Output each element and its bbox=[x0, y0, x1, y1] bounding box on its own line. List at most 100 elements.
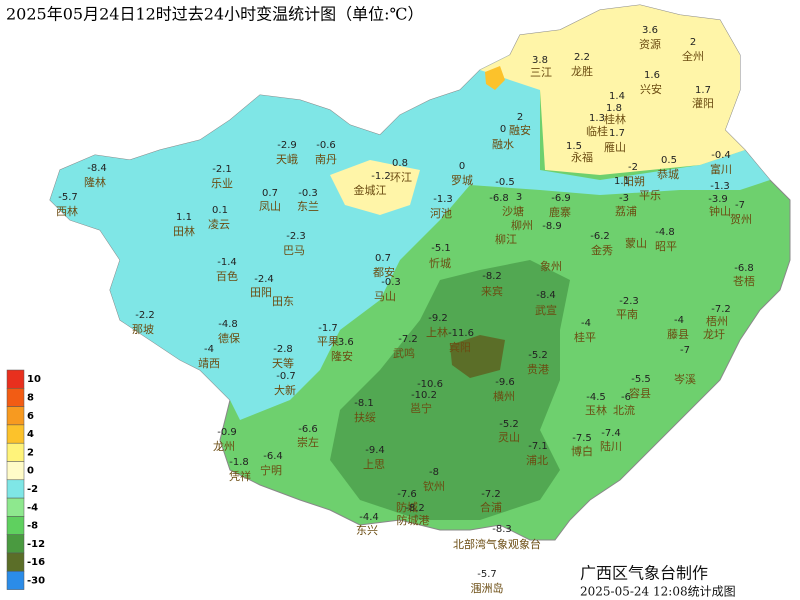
temp-change: 1.1 bbox=[176, 212, 192, 223]
temp-change: -6.4 bbox=[263, 451, 283, 462]
temp-change: -8.2 bbox=[482, 271, 502, 282]
place-name: 环江 bbox=[390, 171, 412, 184]
temp-change: -3.9 bbox=[708, 194, 728, 205]
place-name: 武宣 bbox=[535, 303, 557, 317]
place-name: 北流 bbox=[613, 403, 635, 417]
place-name: 蒙山 bbox=[625, 237, 647, 250]
temp-change: 3.8 bbox=[532, 55, 548, 66]
legend-swatch bbox=[6, 571, 25, 590]
temp-change: -8.2 bbox=[405, 503, 425, 514]
place-name: 贵港 bbox=[527, 363, 549, 376]
place-name: 防城 bbox=[396, 500, 418, 514]
place-name: 罗城 bbox=[451, 174, 473, 187]
maker: 广西区气象台制作 bbox=[580, 564, 708, 583]
temp-change: -1.2 bbox=[371, 171, 391, 182]
place-name: 南丹 bbox=[315, 153, 337, 166]
timestamp: 2025-05-24 12:08统计成图 bbox=[580, 585, 736, 599]
place-name: 梧州 bbox=[706, 314, 728, 328]
place-name: 苍梧 bbox=[733, 274, 755, 288]
region-warm-patch bbox=[330, 160, 420, 215]
temp-change: -7.2 bbox=[481, 489, 501, 500]
place-name: 防城港 bbox=[397, 513, 430, 527]
legend-swatch bbox=[6, 552, 25, 572]
place-name: 象州 bbox=[540, 260, 562, 273]
temp-change: -9.6 bbox=[495, 377, 515, 388]
temp-change: -1.4 bbox=[217, 257, 237, 268]
place-name: 大新 bbox=[274, 383, 296, 397]
place-name: 柳江 bbox=[495, 232, 517, 246]
place-name: 贺州 bbox=[730, 213, 752, 226]
temp-change: -7.6 bbox=[397, 489, 417, 500]
place-name: 平果 bbox=[317, 335, 339, 348]
temp-change: -5.7 bbox=[58, 192, 78, 203]
temp-change: -4.4 bbox=[359, 512, 379, 523]
temp-change: -9.2 bbox=[428, 313, 448, 324]
legend-label: -4 bbox=[27, 502, 38, 513]
place-name: 富川 bbox=[710, 162, 732, 176]
legend-swatch bbox=[6, 479, 25, 499]
place-name: 钦州 bbox=[423, 480, 445, 493]
place-name: 全州 bbox=[682, 49, 704, 63]
legend-swatch bbox=[6, 388, 25, 407]
place-name: 宾阳 bbox=[449, 340, 471, 354]
place-name: 龙州 bbox=[213, 440, 235, 453]
temp-change: -3.6 bbox=[334, 337, 354, 348]
place-name: 永福 bbox=[571, 150, 593, 164]
legend-swatch bbox=[6, 534, 25, 554]
place-name: 乐业 bbox=[211, 177, 233, 190]
place-name: 凭祥 bbox=[229, 469, 251, 483]
place-name: 昭平 bbox=[655, 240, 677, 253]
temp-change: 1.7 bbox=[609, 128, 625, 139]
place-name: 巴马 bbox=[283, 244, 305, 257]
temp-change: 2 bbox=[690, 37, 696, 48]
place-name: 柳州 bbox=[511, 218, 533, 232]
temp-change: -0.7 bbox=[276, 371, 296, 382]
place-name: 沙塘 bbox=[502, 204, 524, 218]
place-name: 临桂 bbox=[586, 124, 608, 138]
place-name: 金秀 bbox=[591, 243, 613, 257]
temp-change: -8.1 bbox=[354, 398, 374, 409]
temp-change: 1.8 bbox=[606, 103, 622, 114]
place-name: 天等 bbox=[272, 356, 294, 370]
place-name: 阳朔 bbox=[623, 175, 645, 188]
place-name: 凤山 bbox=[259, 200, 281, 213]
place-name: 靖西 bbox=[198, 357, 220, 370]
place-name: 田东 bbox=[272, 295, 294, 308]
temp-change: 0 bbox=[500, 124, 506, 135]
place-name: 桂平 bbox=[574, 330, 596, 344]
temp-change: -5.1 bbox=[431, 243, 451, 254]
temp-change: -4.8 bbox=[218, 319, 238, 330]
temp-change: 1.7 bbox=[695, 85, 711, 96]
temp-change: 1.5 bbox=[566, 141, 582, 152]
temp-change: -2.1 bbox=[212, 164, 232, 175]
place-name: 平南 bbox=[616, 308, 638, 321]
temp-change: -2 bbox=[628, 162, 638, 173]
place-name: 田林 bbox=[173, 224, 195, 238]
temp-change: 3 bbox=[516, 192, 522, 203]
temp-change: -6.8 bbox=[489, 193, 509, 204]
temp-change: -8 bbox=[429, 467, 439, 478]
temp-change: -5.5 bbox=[631, 374, 651, 385]
temp-change: -1.3 bbox=[433, 194, 453, 205]
temp-change: -0.4 bbox=[711, 150, 731, 161]
temp-change: -2.3 bbox=[619, 296, 639, 307]
place-name: 都安 bbox=[373, 265, 395, 279]
place-name: 博白 bbox=[571, 444, 593, 458]
place-name: 陆川 bbox=[600, 439, 622, 453]
place-name: 隆安 bbox=[331, 349, 353, 363]
temp-change: -2.2 bbox=[135, 310, 155, 321]
place-name: 隆林 bbox=[84, 175, 106, 189]
place-name: 上林 bbox=[426, 325, 448, 339]
place-name: 北部湾气象观象台 bbox=[453, 537, 541, 551]
temp-change: -5.2 bbox=[499, 419, 519, 430]
temp-change: -8.4 bbox=[536, 290, 556, 301]
legend-label: -16 bbox=[27, 557, 45, 568]
temp-change: -1.8 bbox=[229, 457, 249, 468]
place-name: 那坡 bbox=[132, 323, 154, 336]
legend-swatch bbox=[6, 369, 25, 389]
place-name: 钟山 bbox=[709, 204, 731, 218]
place-name: 玉林 bbox=[585, 403, 607, 417]
place-name: 田阳 bbox=[250, 286, 272, 299]
